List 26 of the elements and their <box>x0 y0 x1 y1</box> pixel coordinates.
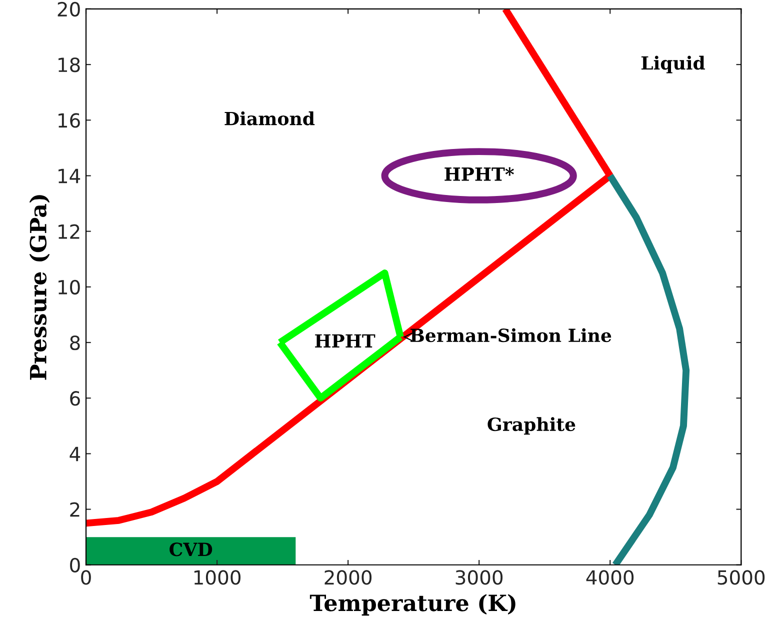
annotation: Berman-Simon Line <box>410 328 612 342</box>
y-tick-label: 6 <box>70 391 80 406</box>
annotation: Diamond <box>224 111 315 126</box>
x-axis-title: Temperature (K) <box>310 594 516 616</box>
x-tick-label: 1000 <box>194 570 240 585</box>
y-tick-label: 4 <box>70 446 80 462</box>
x-tick-label: 2000 <box>324 570 372 585</box>
y-tick-label: 2 <box>70 502 80 517</box>
x-tick-label: 4000 <box>586 570 634 585</box>
annotation: Liquid <box>641 56 705 74</box>
annotation: HPHT* <box>444 167 514 181</box>
y-tick-label: 0 <box>70 558 80 573</box>
y-tick-label: 16 <box>58 113 80 128</box>
y-axis-title: Pressure (GPa) <box>29 195 50 380</box>
y-tick-label: 10 <box>58 280 80 295</box>
annotation: HPHT <box>315 334 376 348</box>
y-tick-label: 8 <box>70 335 80 350</box>
y-tick-label: 14 <box>58 168 80 184</box>
annotation: CVD <box>170 542 212 556</box>
y-tick-label: 18 <box>58 57 80 72</box>
x-tick-label: 3000 <box>456 570 503 585</box>
x-tick-label: 0 <box>81 570 91 585</box>
annotation: Graphite <box>488 417 576 435</box>
x-tick-label: 5000 <box>718 570 765 585</box>
y-tick-label: 20 <box>58 2 80 17</box>
y-tick-label: 12 <box>58 224 80 239</box>
